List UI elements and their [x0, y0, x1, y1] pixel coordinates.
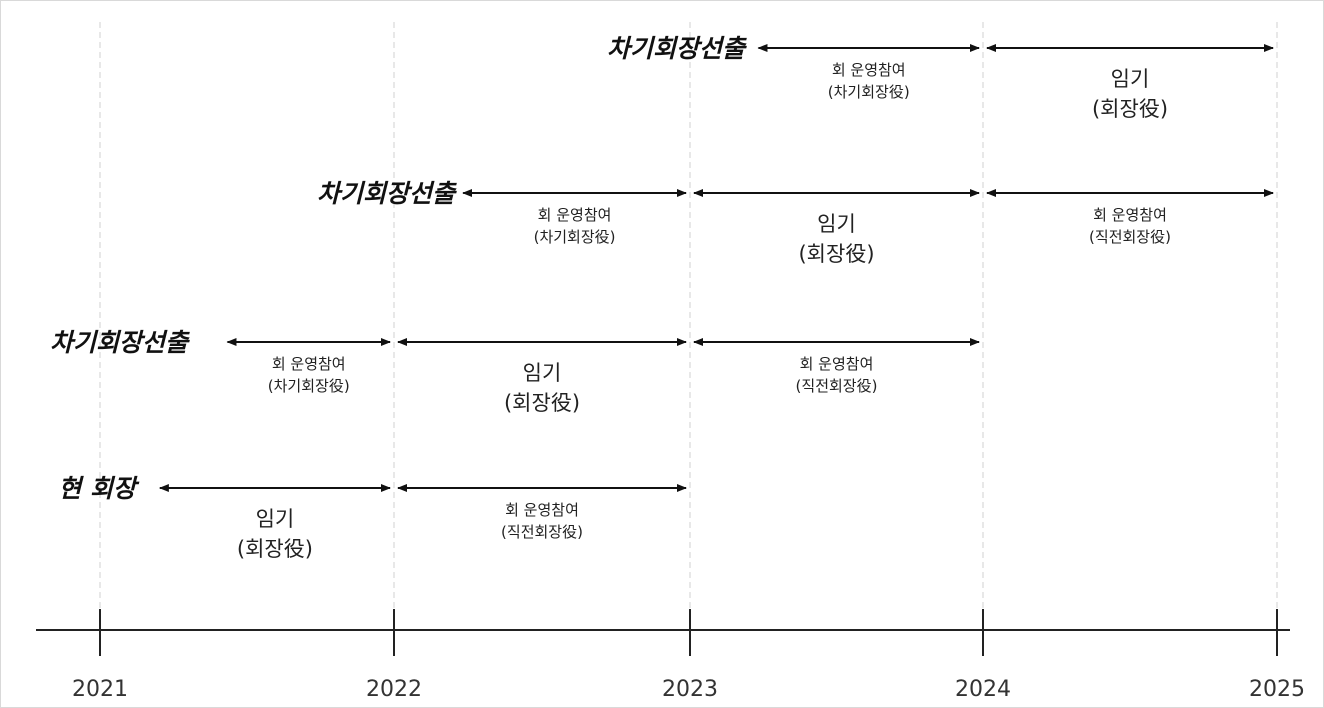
year-label: 2025	[1249, 677, 1305, 702]
row-label: 차기회장선출	[50, 328, 190, 357]
period-label: 회 운영참여	[800, 355, 874, 373]
year-gridlines	[99, 22, 1278, 612]
year-label: 2023	[662, 677, 718, 702]
period-label: 회 운영참여	[832, 61, 906, 79]
year-label: 2024	[955, 677, 1011, 702]
year-axis: 2021 2022 2023 2024 2025	[36, 609, 1305, 702]
period-label: (회장役)	[798, 242, 874, 266]
period-label: (차기회장役)	[534, 228, 616, 246]
year-label: 2022	[366, 677, 422, 702]
period-label: 회 운영참여	[272, 355, 346, 373]
period-label: (직전회장役)	[796, 377, 878, 395]
period-label: (차기회장役)	[268, 377, 350, 395]
period-label: 임기	[523, 361, 562, 385]
period-label: (회장役)	[504, 391, 580, 415]
period-label: (차기회장役)	[828, 83, 910, 101]
period-label: (직전회장役)	[1089, 228, 1171, 246]
period-label: (직전회장役)	[501, 523, 583, 541]
row-label: 차기회장선출	[607, 34, 747, 63]
period-label: (회장役)	[1092, 97, 1168, 121]
year-label: 2021	[72, 677, 128, 702]
period-label: (회장役)	[237, 537, 313, 561]
period-label: 임기	[256, 507, 295, 531]
row-label: 현 회장	[58, 474, 140, 503]
period-label: 회 운영참여	[1093, 206, 1167, 224]
period-label: 회 운영참여	[505, 501, 579, 519]
period-label: 임기	[817, 212, 856, 236]
row-label: 차기회장선출	[317, 179, 457, 208]
period-label: 임기	[1111, 67, 1150, 91]
period-label: 회 운영참여	[538, 206, 612, 224]
